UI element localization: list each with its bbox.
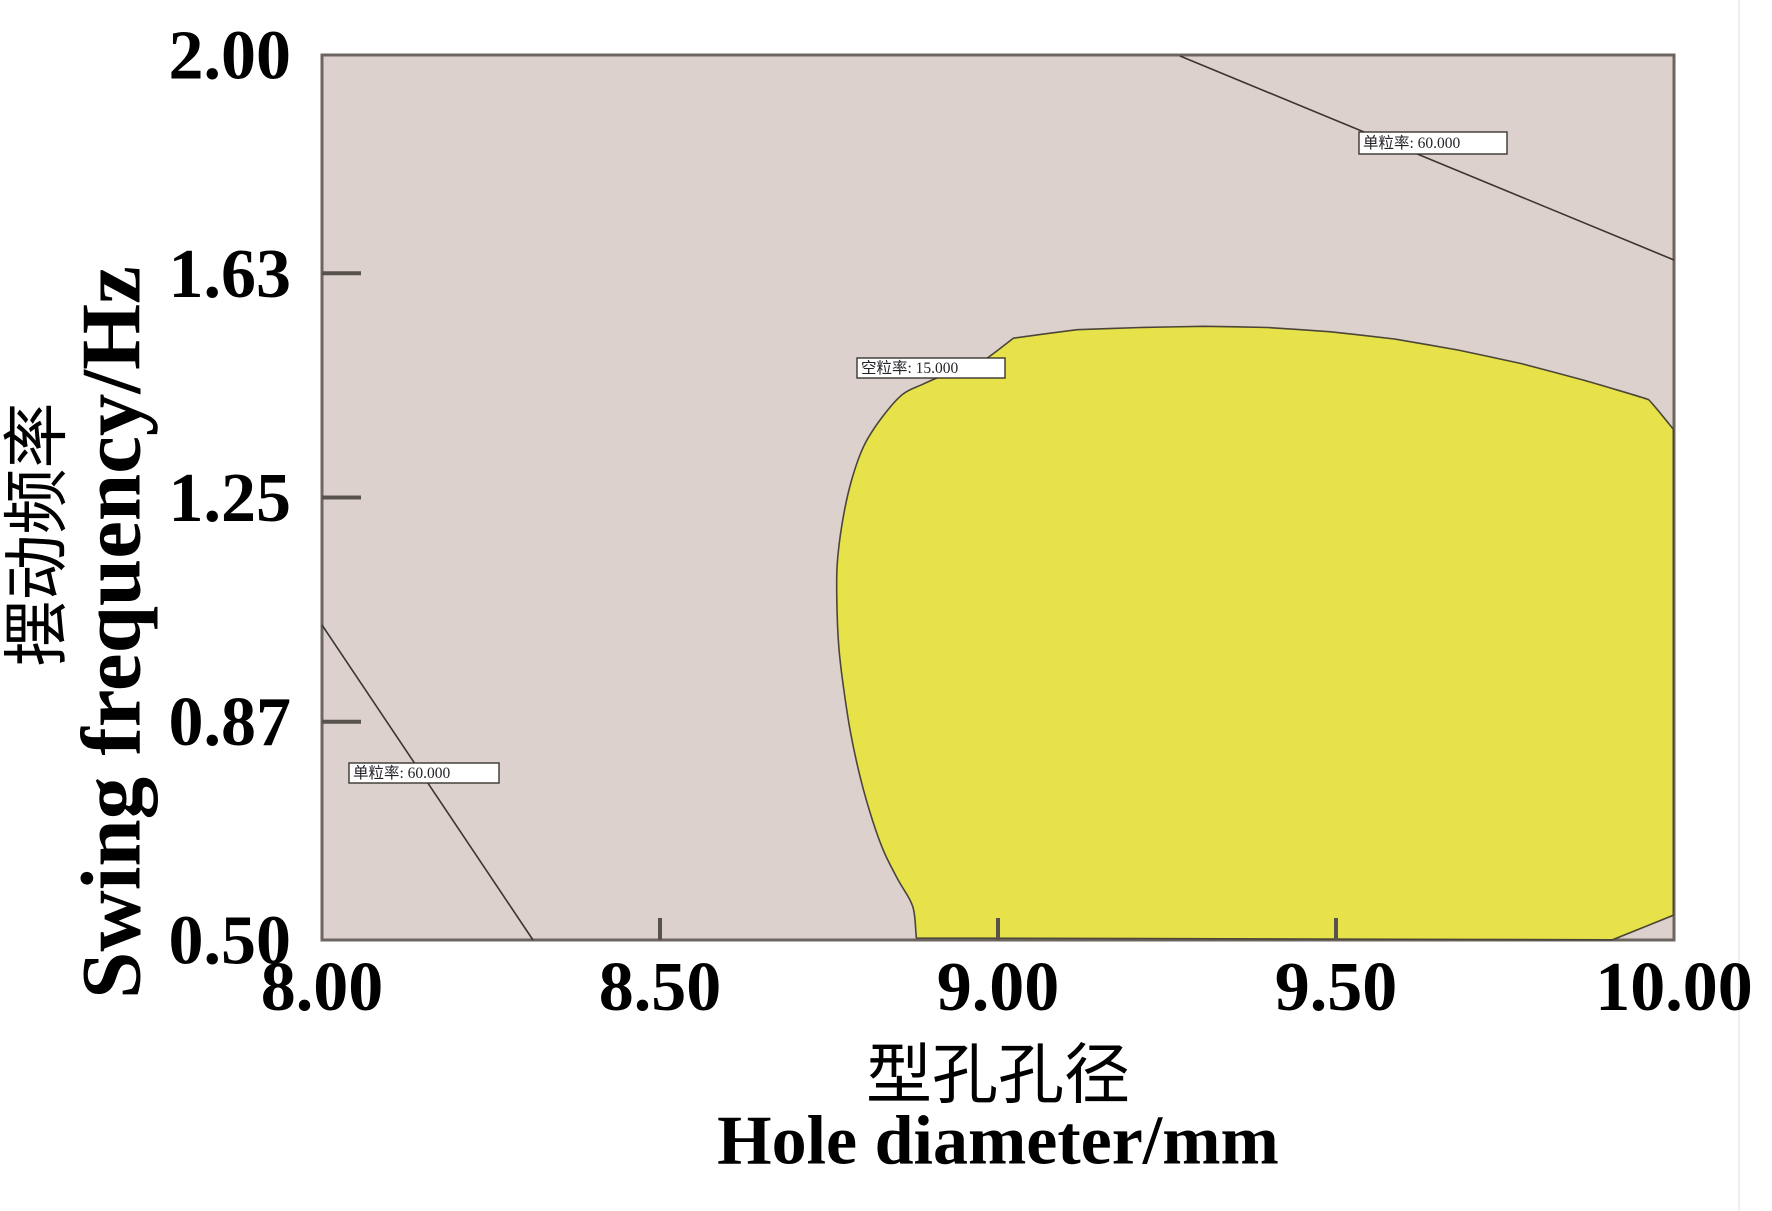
- svg-text:单粒率: 60.000: 单粒率: 60.000: [1363, 134, 1461, 152]
- svg-text:2.00: 2.00: [169, 18, 292, 95]
- svg-text:1.63: 1.63: [169, 236, 292, 313]
- svg-text:9.00: 9.00: [937, 949, 1060, 1026]
- svg-text:型孔孔径: 型孔孔径: [866, 1039, 1130, 1112]
- svg-text:1.25: 1.25: [169, 460, 292, 537]
- svg-text:单粒率: 60.000: 单粒率: 60.000: [353, 764, 451, 782]
- svg-text:9.50: 9.50: [1275, 949, 1398, 1026]
- svg-text:Hole diameter/mm: Hole diameter/mm: [717, 1103, 1279, 1180]
- svg-text:8.00: 8.00: [261, 949, 384, 1026]
- svg-text:8.50: 8.50: [599, 949, 722, 1026]
- svg-text:0.87: 0.87: [169, 684, 292, 761]
- svg-text:10.00: 10.00: [1595, 949, 1753, 1026]
- svg-text:空粒率: 15.000: 空粒率: 15.000: [861, 359, 959, 377]
- svg-text:Swing frequency/Hz: Swing frequency/Hz: [65, 266, 159, 999]
